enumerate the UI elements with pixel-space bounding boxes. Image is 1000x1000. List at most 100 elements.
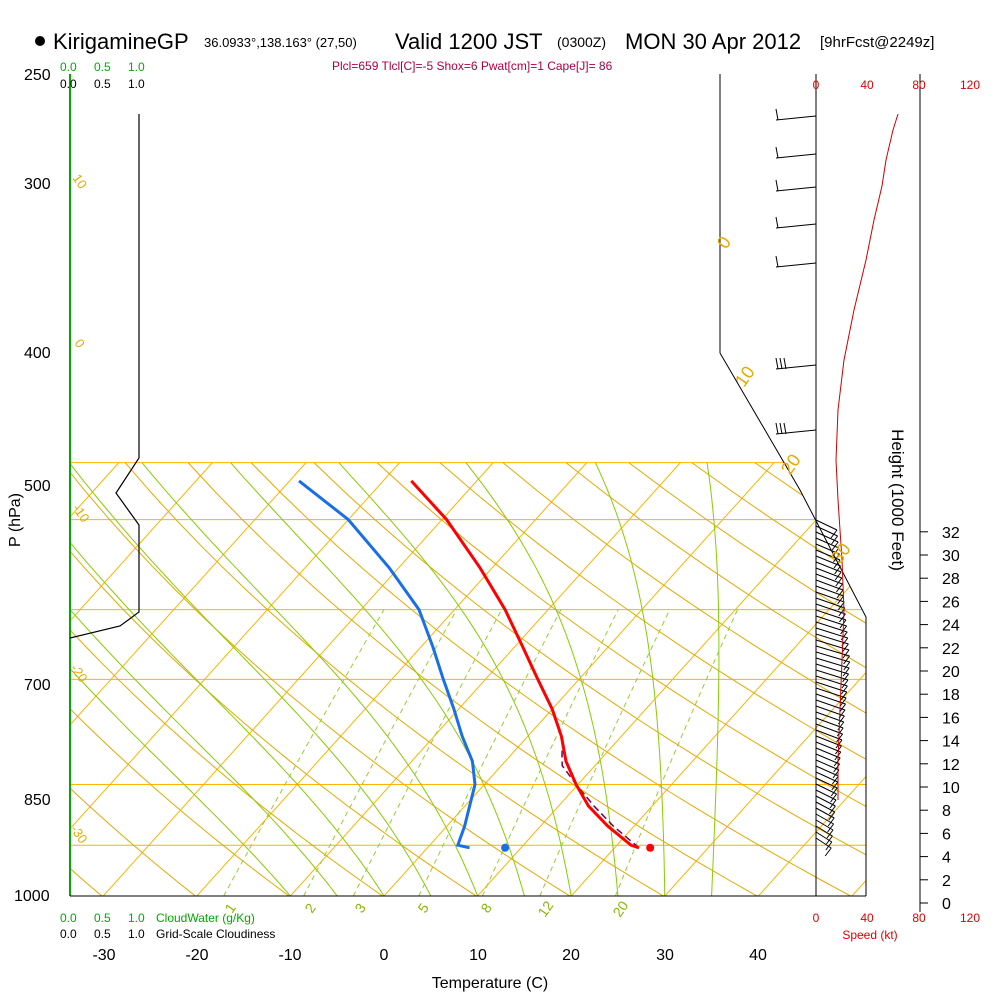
wind-barb bbox=[815, 765, 839, 785]
height-tick: 8 bbox=[942, 803, 951, 820]
temperature-tick: -20 bbox=[185, 947, 208, 964]
pressure-tick: 400 bbox=[24, 345, 51, 362]
cloudiness-profile bbox=[69, 114, 140, 639]
height-axis: Height (1000 Feet) 024681012141618202224… bbox=[888, 429, 960, 913]
moist-adiabat-line bbox=[338, 462, 572, 896]
wind-barb bbox=[775, 146, 817, 159]
cloud-water-tick: 0.5 bbox=[94, 60, 111, 74]
dry-adiabat-line bbox=[565, 462, 866, 896]
pressure-tick: 300 bbox=[24, 176, 51, 193]
speed-tick: 0 bbox=[813, 911, 820, 925]
dry-adiabat-line bbox=[250, 462, 851, 896]
wind-barb bbox=[815, 651, 851, 671]
wind-barb bbox=[815, 837, 832, 857]
height-tick: 28 bbox=[942, 571, 960, 588]
speed-tick: 120 bbox=[960, 78, 980, 92]
moist-adiabat-line bbox=[706, 462, 720, 896]
mixing-ratio-line bbox=[614, 609, 738, 896]
mixing-ratio-line bbox=[539, 609, 671, 896]
dry-adiabat-line bbox=[439, 462, 866, 896]
height-tick: 20 bbox=[942, 664, 960, 681]
temperature-tick: 0 bbox=[380, 947, 389, 964]
wind-barb bbox=[775, 179, 817, 192]
temperature-tick: 40 bbox=[749, 947, 767, 964]
valid-date: MON 30 Apr 2012 bbox=[625, 29, 801, 54]
height-tick: 16 bbox=[942, 710, 960, 727]
dewpoint-line bbox=[298, 479, 477, 850]
wind-barb bbox=[815, 561, 842, 581]
wind-barb bbox=[815, 573, 843, 593]
wind-barb bbox=[775, 108, 817, 121]
guide-label: 0 bbox=[72, 336, 88, 351]
moist-adiabat-line bbox=[230, 462, 525, 896]
height-tick: 32 bbox=[942, 525, 960, 542]
speed-tick: 80 bbox=[912, 911, 926, 925]
forecast-info: [9hrFcst@2249z] bbox=[820, 34, 934, 51]
guide-label: 12 bbox=[534, 898, 556, 920]
plot-frame bbox=[69, 74, 921, 912]
guide-label: 2 bbox=[301, 900, 319, 916]
dry-adiabat-line bbox=[70, 462, 196, 896]
speed-tick: 80 bbox=[912, 78, 926, 92]
cloud-scales: 0.0 0.5 1.0 0.0 0.5 1.0 0.0 0.5 1.0 Clou… bbox=[60, 60, 275, 941]
speed-tick: 0 bbox=[813, 78, 820, 92]
temperature-tick: -10 bbox=[278, 947, 301, 964]
wind-speed-profile bbox=[835, 113, 899, 800]
mixing-ratio-line bbox=[352, 609, 503, 896]
guide-label: 8 bbox=[477, 900, 495, 916]
valid-time: Valid 1200 JST bbox=[395, 29, 543, 54]
dry-adiabat-line bbox=[70, 462, 290, 896]
isotherm-line bbox=[664, 462, 866, 896]
guide-label: -10 bbox=[70, 501, 93, 525]
mixing-ratio-line bbox=[223, 609, 385, 896]
wind-barb bbox=[815, 771, 839, 791]
wind-barb bbox=[815, 813, 834, 833]
wind-barb bbox=[815, 795, 836, 815]
wind-barb bbox=[815, 777, 838, 797]
cloudiness-tick: 0.5 bbox=[94, 77, 111, 91]
height-tick: 6 bbox=[942, 826, 951, 843]
dry-adiabat-line bbox=[376, 462, 866, 896]
height-tick: 22 bbox=[942, 641, 960, 658]
guide-label: 0 bbox=[713, 233, 735, 253]
speed-axis-label: Speed (kt) bbox=[842, 928, 897, 942]
isotherm-line bbox=[290, 462, 681, 896]
sounding-indices: Plcl=659 Tlcl[C]=-5 Shox=6 Pwat[cm]=1 Ca… bbox=[332, 59, 613, 73]
temperature-line bbox=[410, 479, 640, 850]
pressure-tick: 850 bbox=[24, 792, 51, 809]
guide-label: 30 bbox=[827, 539, 855, 567]
speed-tick: 40 bbox=[860, 911, 874, 925]
surface-temperature-dot bbox=[646, 843, 655, 852]
guide-label: 3 bbox=[351, 900, 369, 916]
wind-barb bbox=[815, 567, 843, 587]
wind-barb bbox=[815, 789, 837, 809]
temperature-tick: 10 bbox=[469, 947, 487, 964]
wind-barb bbox=[815, 807, 835, 827]
wind-barb bbox=[815, 603, 846, 623]
wind-barb bbox=[815, 747, 841, 767]
cloudiness-tick: 1.0 bbox=[128, 77, 145, 91]
height-tick: 14 bbox=[942, 734, 960, 751]
cloud-water-tick: 0.0 bbox=[60, 911, 77, 925]
wind-barb bbox=[775, 216, 817, 229]
pressure-axis-label: P (hPa) bbox=[7, 493, 24, 547]
moist-adiabat-line bbox=[70, 462, 291, 896]
pressure-tick: 1000 bbox=[14, 888, 50, 905]
cloud-water-tick: 0.0 bbox=[60, 60, 77, 74]
pressure-axis: 250 300 400 500 700 850 1000 P (hPa) bbox=[7, 67, 51, 905]
dry-adiabat-line bbox=[313, 462, 866, 896]
moist-adiabat-line bbox=[70, 462, 385, 896]
guide-label: 10 bbox=[70, 171, 91, 191]
dry-adiabat-line bbox=[70, 462, 571, 896]
temperature-tick: 20 bbox=[562, 947, 580, 964]
pressure-tick: 500 bbox=[24, 478, 51, 495]
isotherm-line bbox=[570, 462, 866, 896]
isotherm-line bbox=[851, 462, 866, 896]
wind-barb bbox=[815, 639, 850, 659]
dry-adiabat-line bbox=[187, 462, 758, 896]
height-tick: 30 bbox=[942, 548, 960, 565]
isotherm-line bbox=[70, 462, 307, 896]
cloud-water-tick: 1.0 bbox=[128, 60, 145, 74]
wind-barb bbox=[815, 579, 844, 599]
